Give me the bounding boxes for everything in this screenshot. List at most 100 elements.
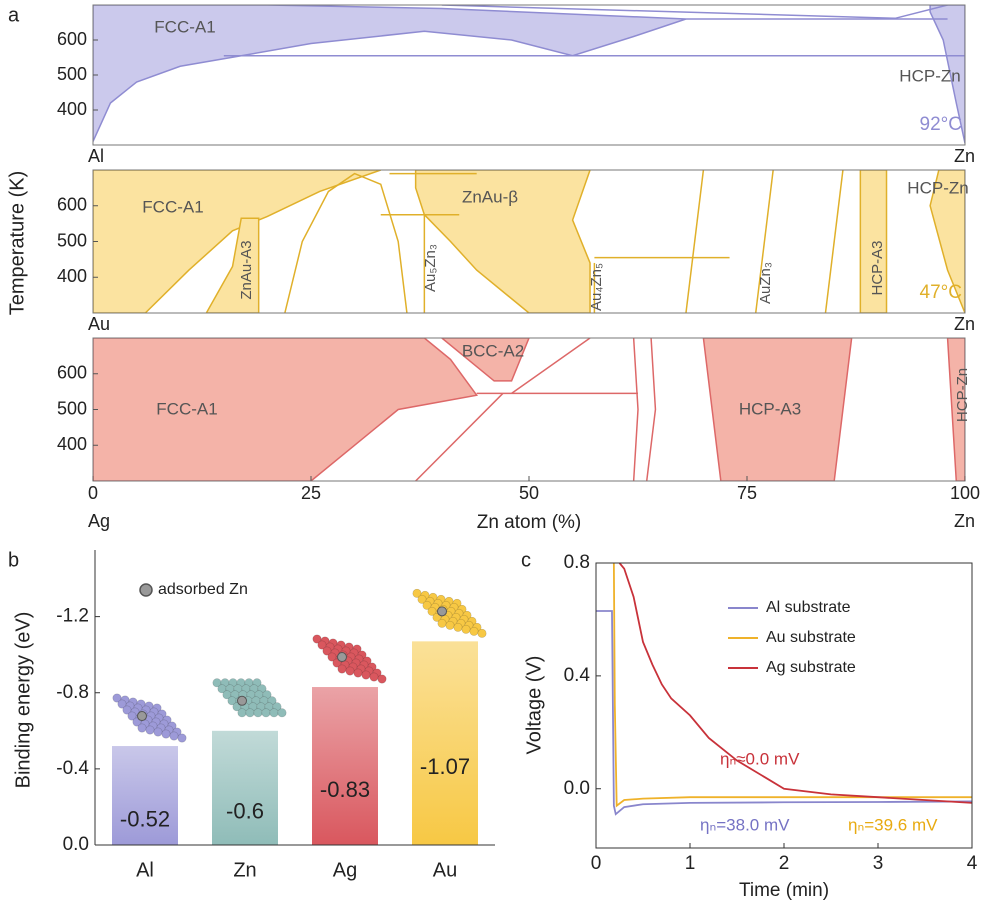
phase-region bbox=[929, 5, 965, 144]
temperature-label: 47°C bbox=[920, 282, 962, 303]
element-left: Au bbox=[88, 314, 110, 334]
phase-plot bbox=[93, 338, 965, 481]
x-axis-label: Time (min) bbox=[739, 880, 829, 901]
phase-label: FCC-A1 bbox=[154, 17, 215, 36]
atom bbox=[169, 731, 179, 741]
y-tick-label: 500 bbox=[57, 64, 87, 84]
series-line bbox=[596, 610, 972, 816]
value-label: -0.6 bbox=[226, 799, 264, 824]
phase-boundary bbox=[511, 338, 591, 395]
atom bbox=[269, 708, 279, 718]
atom bbox=[177, 733, 187, 743]
x-tick-label: 50 bbox=[519, 483, 539, 503]
x-tick-label: Zn bbox=[233, 859, 256, 881]
phase-label: HCP-A3 bbox=[739, 399, 801, 418]
atom bbox=[361, 670, 371, 680]
x-tick-label: Al bbox=[136, 859, 154, 881]
phase-boundary bbox=[284, 172, 408, 313]
x-tick-label: 75 bbox=[737, 483, 757, 503]
x-tick-label: 0 bbox=[88, 483, 98, 503]
bar bbox=[412, 641, 478, 845]
phase-boundary bbox=[685, 170, 705, 313]
x-axis-label: Zn atom (%) bbox=[477, 512, 582, 533]
phase-label: BCC-A2 bbox=[462, 341, 524, 360]
atom bbox=[127, 711, 137, 721]
atom bbox=[417, 594, 427, 604]
atom bbox=[322, 646, 332, 656]
y-tick-label: 600 bbox=[57, 363, 87, 383]
phase-region bbox=[93, 170, 382, 313]
x-tick-label: 0 bbox=[591, 853, 602, 874]
x-tick-label: 25 bbox=[301, 483, 321, 503]
temperature-label: 92°C bbox=[920, 114, 962, 135]
y-tick-label: 0.0 bbox=[63, 834, 89, 855]
atom bbox=[337, 664, 347, 674]
phase-label: HCP-Zn bbox=[907, 178, 968, 197]
adsorbed-atom bbox=[237, 695, 247, 706]
phase-label: Au₅Zn₃ bbox=[422, 244, 439, 292]
y-tick-label: 500 bbox=[57, 230, 87, 250]
line-plot bbox=[596, 563, 972, 816]
y-axis-label: Temperature (K) bbox=[6, 171, 28, 316]
atom bbox=[327, 652, 337, 662]
phase-region bbox=[702, 338, 853, 481]
element-right: Zn bbox=[954, 314, 975, 334]
x-tick-label: 2 bbox=[779, 853, 790, 874]
atom bbox=[477, 628, 487, 638]
atom bbox=[412, 588, 422, 598]
atom bbox=[469, 626, 479, 636]
legend-label: Ag substrate bbox=[766, 659, 856, 676]
atom bbox=[461, 624, 471, 634]
y-tick-label: 400 bbox=[57, 99, 87, 119]
x-tick-label: 100 bbox=[950, 483, 980, 503]
element-right: Zn bbox=[954, 511, 975, 531]
legend-label: adsorbed Zn bbox=[158, 581, 248, 598]
value-label: -0.83 bbox=[320, 777, 370, 802]
legend-marker bbox=[139, 583, 153, 597]
phase-boundary bbox=[824, 170, 844, 313]
atom bbox=[317, 640, 327, 650]
y-tick-label: 0.0 bbox=[564, 778, 590, 799]
atom bbox=[237, 708, 247, 718]
phase-boundary bbox=[754, 170, 774, 313]
value-label: -1.07 bbox=[420, 754, 470, 779]
phase-region bbox=[414, 170, 591, 313]
y-tick-label: 600 bbox=[57, 29, 87, 49]
phase-region bbox=[93, 338, 478, 481]
phase-region bbox=[440, 338, 530, 382]
element-left: Al bbox=[88, 146, 104, 166]
atom bbox=[377, 674, 387, 684]
y-tick-label: 500 bbox=[57, 398, 87, 418]
atom bbox=[277, 708, 287, 718]
atom bbox=[117, 699, 127, 709]
atom bbox=[245, 708, 255, 718]
atom bbox=[261, 708, 271, 718]
value-label: -0.52 bbox=[120, 806, 170, 831]
atom bbox=[427, 606, 437, 616]
atom bbox=[422, 600, 432, 610]
element-left: Ag bbox=[88, 511, 110, 531]
phase-boundary bbox=[632, 338, 639, 481]
y-tick-label: -0.4 bbox=[56, 758, 89, 779]
phase-region bbox=[946, 338, 965, 481]
phase-boundary bbox=[415, 392, 504, 481]
atom bbox=[112, 693, 122, 703]
panel-label: a bbox=[8, 4, 20, 26]
y-tick-label: -0.8 bbox=[56, 682, 89, 703]
atom bbox=[453, 622, 463, 632]
phase-label: AuZn₃ bbox=[757, 262, 774, 304]
atom bbox=[161, 729, 171, 739]
phase-region bbox=[205, 217, 260, 313]
bar bbox=[112, 746, 178, 845]
annotation: ηₙ≈0.0 mV bbox=[720, 749, 800, 768]
phase-label: Au₄Zn₅ bbox=[588, 263, 605, 311]
phase-plot bbox=[93, 170, 965, 313]
y-tick-label: 600 bbox=[57, 195, 87, 215]
x-tick-label: 1 bbox=[685, 853, 696, 874]
panel-label: b bbox=[8, 549, 19, 571]
y-tick-label: 0.4 bbox=[564, 665, 591, 686]
y-tick-label: -1.2 bbox=[56, 606, 89, 627]
phase-label: FCC-A1 bbox=[156, 399, 217, 418]
bar bbox=[312, 687, 378, 845]
